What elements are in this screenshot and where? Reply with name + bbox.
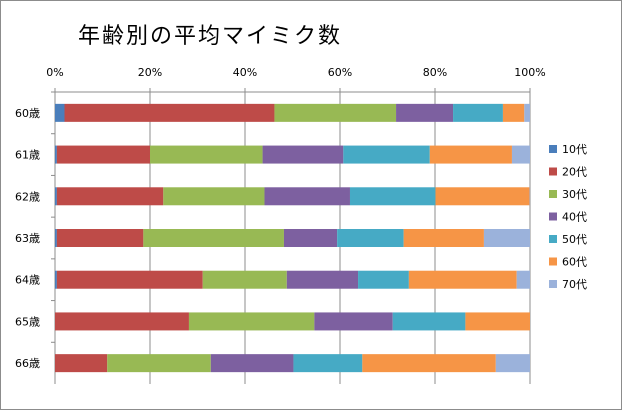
- bar-segment: [163, 187, 265, 206]
- legend-swatch: [549, 190, 557, 198]
- bar-segment: [274, 103, 397, 122]
- bar-segment: [56, 229, 144, 247]
- y-tick-label: 62歳: [15, 190, 40, 203]
- y-tick-label: 66歳: [15, 357, 40, 370]
- bar-segment: [435, 187, 530, 206]
- x-tick-label: 60%: [328, 66, 352, 79]
- legend-swatch: [549, 235, 557, 243]
- bar-segment: [55, 103, 65, 122]
- chart-title: 年齢別の平均マイミク数: [78, 24, 343, 49]
- bar-segment: [511, 145, 530, 164]
- bar-segment: [392, 312, 466, 331]
- bar-segment: [55, 270, 57, 289]
- bar-segment: [516, 270, 530, 289]
- y-tick-label: 63歳: [15, 232, 40, 245]
- bar-segment: [343, 145, 430, 164]
- legend-label: 70代: [562, 278, 587, 291]
- legend-swatch: [549, 280, 557, 288]
- bar-segment: [150, 145, 263, 164]
- bar-segment: [286, 270, 359, 289]
- bar-segment: [362, 354, 496, 373]
- bar-segment: [55, 229, 57, 247]
- bar-segment: [453, 103, 503, 122]
- bar-segment: [314, 312, 393, 331]
- bar-segment: [408, 270, 517, 289]
- bar-segment: [358, 270, 409, 289]
- bar-segment: [283, 229, 338, 247]
- bar-segment: [403, 229, 484, 247]
- y-tick-label: 64歳: [15, 274, 40, 287]
- legend-swatch: [549, 257, 557, 266]
- bar-segment: [264, 187, 350, 206]
- legend-label: 30代: [562, 188, 587, 201]
- x-tick-label: 40%: [233, 66, 257, 79]
- bar-segment: [524, 103, 530, 122]
- y-tick-label: 60歳: [15, 107, 40, 120]
- y-tick-label: 61歳: [15, 149, 40, 162]
- bar-segment: [55, 187, 57, 206]
- legend-swatch: [549, 212, 557, 221]
- bar-segment: [483, 229, 530, 247]
- bar-segment: [143, 229, 284, 247]
- bar-segment: [56, 145, 150, 164]
- bar-segment: [349, 187, 436, 206]
- bar-segment: [465, 312, 530, 331]
- legend-swatch: [549, 145, 557, 153]
- legend-label: 50代: [562, 233, 587, 246]
- x-tick-label: 100%: [514, 66, 545, 79]
- bar-segment: [502, 103, 525, 122]
- bar-segment: [262, 145, 344, 164]
- bar-segment: [495, 354, 530, 373]
- legend-label: 10代: [562, 143, 587, 156]
- bar-segment: [202, 270, 287, 289]
- bar-segment: [55, 354, 108, 373]
- legend-label: 60代: [562, 256, 587, 269]
- x-tick-label: 80%: [423, 66, 447, 79]
- legend-label: 20代: [562, 166, 587, 179]
- bar-segment: [429, 145, 512, 164]
- y-tick-label: 65歳: [15, 315, 40, 328]
- bar-segment: [188, 312, 315, 331]
- bar-segment: [55, 312, 189, 331]
- bar-segment: [55, 145, 57, 164]
- x-tick-label: 20%: [138, 66, 162, 79]
- bar-segment: [396, 103, 454, 122]
- bar-segment: [64, 103, 275, 122]
- legend-swatch: [549, 167, 557, 176]
- bar-segment: [337, 229, 404, 247]
- bar-segment: [293, 354, 363, 373]
- legend-label: 40代: [562, 211, 587, 224]
- bar-segment: [107, 354, 211, 373]
- bar-segment: [210, 354, 294, 373]
- bar-segment: [56, 270, 203, 289]
- x-tick-label: 0%: [46, 66, 63, 79]
- bar-segment: [56, 187, 164, 206]
